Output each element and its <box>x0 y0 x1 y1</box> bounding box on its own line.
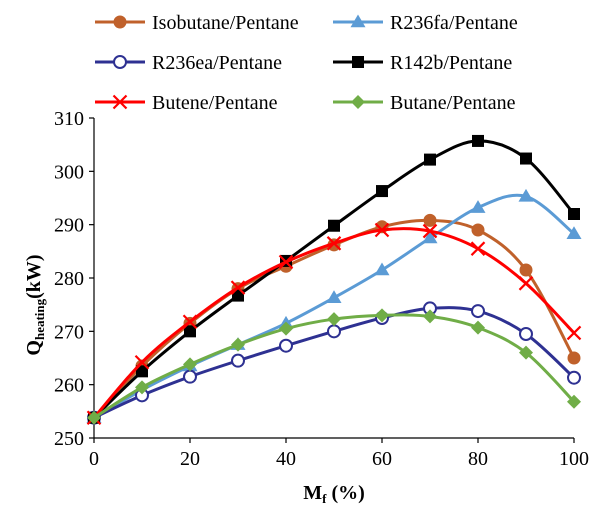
legend-marker <box>352 56 364 68</box>
legend-item-butane-pentane: Butane/Pentane <box>333 92 516 114</box>
y-tick-label: 260 <box>54 375 84 397</box>
data-point <box>279 338 293 353</box>
data-point <box>182 314 198 330</box>
y-tick-label: 310 <box>54 108 84 130</box>
data-point <box>326 236 342 251</box>
data-point <box>472 134 484 147</box>
legend-item-r236ea-pentane: R236ea/Pentane <box>95 52 282 74</box>
data-point <box>518 276 534 291</box>
legend-item-r142b-pentane: R142b/Pentane <box>333 52 512 74</box>
data-point <box>567 370 581 385</box>
data-point <box>326 290 342 303</box>
data-point <box>230 280 246 295</box>
data-point <box>136 365 148 378</box>
series-butene-pentane <box>86 222 582 426</box>
data-point <box>422 230 438 244</box>
data-point <box>422 223 438 239</box>
legend-marker <box>113 55 127 69</box>
x-tick-label: 100 <box>559 448 589 470</box>
legend: Isobutane/Pentane R236fa/Pentane R236ea/Pe… <box>95 12 518 114</box>
data-point <box>471 320 485 335</box>
x-tick-label: 20 <box>180 448 200 470</box>
data-point <box>567 351 581 365</box>
data-point <box>518 188 534 202</box>
data-point <box>566 226 582 239</box>
data-point <box>519 345 533 360</box>
series-butane-pentane <box>87 308 581 425</box>
y-tick-label: 300 <box>54 161 84 183</box>
y-tick-label: 290 <box>54 215 84 237</box>
data-point <box>87 410 101 425</box>
data-point <box>375 308 389 323</box>
data-point <box>520 152 532 165</box>
data-point <box>471 304 485 319</box>
x-tick-label: 80 <box>468 448 488 470</box>
legend-marker <box>112 94 128 110</box>
y-tick-label: 280 <box>54 268 84 290</box>
data-point <box>424 153 436 166</box>
data-point <box>231 353 245 368</box>
data-point <box>470 200 486 213</box>
axes: 250 260 270 280 290 300 310 0 20 40 60 80 100 <box>54 108 589 470</box>
data-point <box>374 222 390 238</box>
legend-label: R142b/Pentane <box>390 52 512 74</box>
data-point <box>135 380 149 395</box>
series-layer <box>86 134 582 426</box>
x-tick-label: 40 <box>276 448 296 470</box>
x-axis-title: Mf (%) <box>303 482 365 506</box>
data-point <box>376 185 388 198</box>
data-point <box>568 208 580 220</box>
y-tick-label: 270 <box>54 321 84 343</box>
data-point <box>279 321 293 336</box>
data-point <box>232 289 244 302</box>
y-tick-label: 250 <box>54 428 84 450</box>
data-point <box>566 325 582 341</box>
x-tick-label: 0 <box>89 448 99 470</box>
legend-label: Butene/Pentane <box>152 92 278 114</box>
data-point <box>471 223 485 237</box>
legend-item-butene-pentane: Butene/Pentane <box>95 92 278 114</box>
data-point <box>519 263 533 277</box>
data-point <box>519 327 533 341</box>
legend-item-isobutane-pentane: Isobutane/Pentane <box>95 12 299 34</box>
legend-label: R236ea/Pentane <box>152 52 282 74</box>
legend-marker <box>351 95 365 109</box>
data-point <box>374 262 390 276</box>
data-point <box>327 312 341 327</box>
data-point <box>328 219 340 232</box>
x-tick-label: 60 <box>372 448 392 470</box>
legend-label: R236fa/Pentane <box>390 12 518 34</box>
data-point <box>470 241 486 256</box>
legend-marker <box>113 15 127 29</box>
data-point <box>278 254 294 270</box>
legend-marker <box>350 14 366 28</box>
legend-label: Isobutane/Pentane <box>152 12 299 34</box>
y-axis-title: Qheating(kW) <box>23 254 47 355</box>
axis-titles: Qheating(kW) Mf (%) <box>23 254 365 506</box>
legend-label: Butane/Pentane <box>390 92 516 114</box>
legend-item-r236fa-pentane: R236fa/Pentane <box>333 12 518 34</box>
data-point <box>134 354 150 370</box>
data-point <box>423 309 437 324</box>
data-point <box>231 337 245 352</box>
data-point <box>327 324 341 339</box>
data-point <box>183 369 197 384</box>
data-point <box>184 325 196 338</box>
data-point <box>567 394 581 409</box>
data-point <box>183 357 197 372</box>
data-point <box>423 213 437 227</box>
